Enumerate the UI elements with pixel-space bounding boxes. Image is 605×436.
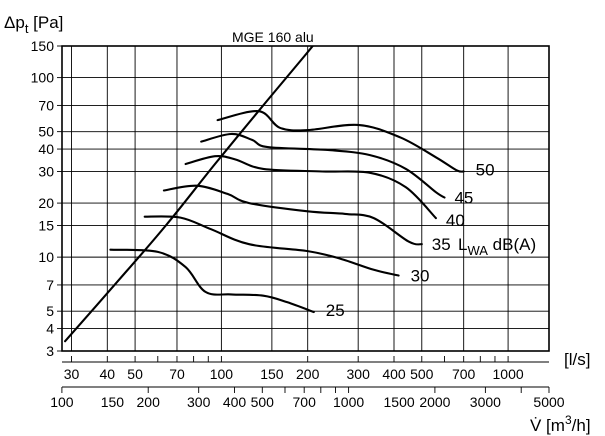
x-tick-label-ls: 40 bbox=[100, 366, 116, 382]
axis-labels: Δpt [Pa] [l/s] V̇ [m3/h] MGE 160 alu LWA… bbox=[4, 13, 591, 435]
sound-curve-45 bbox=[200, 132, 446, 199]
y-tick-label: 3 bbox=[46, 343, 54, 359]
x-tick-label-m3h: 1500 bbox=[384, 394, 415, 410]
system-curve-label: MGE 160 alu bbox=[232, 29, 314, 45]
x-tick-label-ls: 700 bbox=[452, 366, 476, 382]
y-tick-label: 40 bbox=[38, 141, 54, 157]
y-tick-label: 4 bbox=[46, 321, 54, 337]
x-tick-label-ls: 200 bbox=[296, 366, 320, 382]
fan-curves bbox=[64, 46, 465, 343]
plot-frame bbox=[61, 45, 550, 352]
x-tick-label-ls: 400 bbox=[382, 366, 406, 382]
system-curve-line bbox=[64, 46, 315, 343]
x-tick-label-m3h: 700 bbox=[293, 394, 317, 410]
x-tick-label-ls: 1000 bbox=[493, 366, 524, 382]
x-axis-label-m3h: V̇ [m3/h] bbox=[530, 413, 591, 435]
sound-power-label: LWA dB(A) bbox=[458, 235, 536, 258]
x-tick-label-ls: 30 bbox=[64, 366, 80, 382]
sound-curve-label: 30 bbox=[411, 267, 430, 286]
y-tick-label: 50 bbox=[38, 124, 54, 140]
y-tick-label: 30 bbox=[38, 163, 54, 179]
x-tick-label-ls: 50 bbox=[127, 366, 143, 382]
x-tick-label-ls: 300 bbox=[347, 366, 371, 382]
sound-curve-label: 25 bbox=[326, 301, 345, 320]
x-tick-label-m3h: 2000 bbox=[419, 394, 450, 410]
grid bbox=[62, 45, 549, 352]
x-tick-label-m3h: 5000 bbox=[533, 394, 564, 410]
sound-curve-label: 50 bbox=[476, 160, 495, 179]
x-tick-label-m3h: 200 bbox=[137, 394, 161, 410]
x-tick-label-m3h: 400 bbox=[223, 394, 247, 410]
x-tick-label-m3h: 3000 bbox=[470, 394, 501, 410]
y-tick-label: 20 bbox=[38, 195, 54, 211]
sound-curve-30 bbox=[143, 215, 400, 277]
x-tick-label-ls: 500 bbox=[410, 366, 434, 382]
x-tick-label-m3h: 150 bbox=[101, 394, 125, 410]
x-tick-label-m3h: 100 bbox=[50, 394, 74, 410]
x-tick-label-ls: 70 bbox=[169, 366, 185, 382]
sound-curve-label: 45 bbox=[454, 188, 473, 207]
sound-curve-label: 40 bbox=[446, 211, 465, 230]
x-tick-label-ls: 150 bbox=[260, 366, 284, 382]
sound-curve-label: 35 bbox=[432, 235, 451, 254]
sound-curve-40 bbox=[184, 154, 437, 220]
sound-curve-50 bbox=[216, 110, 465, 173]
x-tick-label-ls: 100 bbox=[210, 366, 234, 382]
y-tick-label: 150 bbox=[31, 38, 55, 54]
sound-curve-35 bbox=[162, 184, 423, 246]
x-tick-label-m3h: 500 bbox=[251, 394, 275, 410]
x-axis-label-ls: [l/s] bbox=[564, 350, 590, 369]
y-tick-label: 70 bbox=[38, 97, 54, 113]
x-tick-label-m3h: 1000 bbox=[333, 394, 364, 410]
y-tick-label: 100 bbox=[31, 70, 55, 86]
y-tick-label: 15 bbox=[38, 218, 54, 234]
y-tick-label: 5 bbox=[46, 303, 54, 319]
y-tick-label: 7 bbox=[46, 277, 54, 293]
x-tick-label-m3h: 300 bbox=[187, 394, 211, 410]
y-axis-label: Δpt [Pa] bbox=[4, 13, 63, 36]
sound-curve-25 bbox=[109, 248, 315, 314]
y-tick-label: 10 bbox=[38, 249, 54, 265]
